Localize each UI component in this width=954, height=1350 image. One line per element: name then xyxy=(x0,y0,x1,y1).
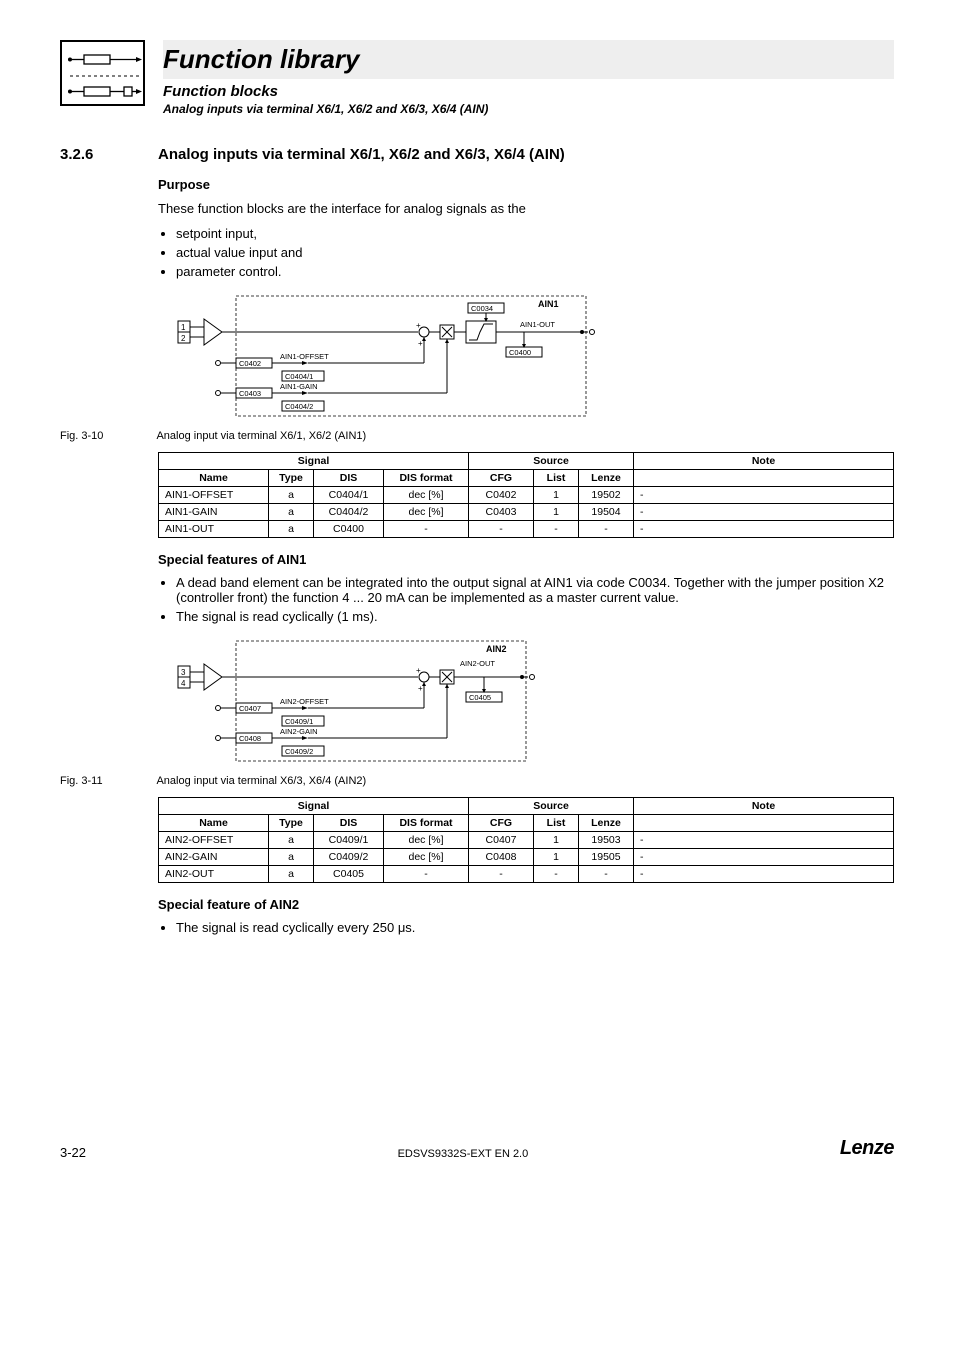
header-icon xyxy=(60,40,145,106)
table-ain2: Signal Source Note Name Type DIS DIS for… xyxy=(158,797,894,883)
brand-logo: Lenze xyxy=(840,1137,894,1160)
page-number: 3-22 xyxy=(60,1145,86,1160)
page-header: Function library Function blocks Analog … xyxy=(60,40,894,116)
svg-text:1: 1 xyxy=(181,323,186,332)
table-row: AIN2-GAINaC0409/2dec [%]C0408119505- xyxy=(159,848,894,865)
page-subtitle-2: Analog inputs via terminal X6/1, X6/2 an… xyxy=(163,102,894,116)
svg-text:C0404/2: C0404/2 xyxy=(285,402,313,411)
list-item: parameter control. xyxy=(176,264,894,279)
svg-text:+: + xyxy=(416,321,421,330)
svg-text:+: + xyxy=(418,684,423,693)
list-item: A dead band element can be integrated in… xyxy=(176,575,894,605)
list-item: setpoint input, xyxy=(176,226,894,241)
svg-text:4: 4 xyxy=(181,679,186,688)
svg-text:C0409/1: C0409/1 xyxy=(285,717,313,726)
svg-text:C0034: C0034 xyxy=(471,304,493,313)
svg-text:C0409/2: C0409/2 xyxy=(285,747,313,756)
svg-text:C0405: C0405 xyxy=(469,693,491,702)
svg-text:3: 3 xyxy=(181,668,186,677)
list-item: actual value input and xyxy=(176,245,894,260)
purpose-heading: Purpose xyxy=(158,177,894,192)
table-row: AIN2-OUTaC0405----- xyxy=(159,865,894,882)
page-footer: 3-22 EDSVS9332S-EXT EN 2.0 Lenze xyxy=(0,1137,954,1190)
svg-text:C0407: C0407 xyxy=(239,704,261,713)
table-ain1: Signal Source Note Name Type DIS DIS for… xyxy=(158,452,894,538)
table-row: AIN1-OUTaC0400----- xyxy=(159,520,894,537)
table-row: AIN1-OFFSETaC0404/1dec [%]C0402119502- xyxy=(159,486,894,503)
special1-heading: Special features of AIN1 xyxy=(158,552,894,567)
figure-caption-2: Fig. 3-11 Analog input via terminal X6/3… xyxy=(60,775,894,787)
section-number: 3.2.6 xyxy=(60,146,118,163)
section-title: Analog inputs via terminal X6/1, X6/2 an… xyxy=(158,146,565,163)
svg-text:AIN1: AIN1 xyxy=(538,299,559,309)
figure-caption-1: Fig. 3-10 Analog input via terminal X6/1… xyxy=(60,430,894,442)
svg-text:+: + xyxy=(416,666,421,675)
svg-text:C0403: C0403 xyxy=(239,389,261,398)
svg-text:AIN2-OUT: AIN2-OUT xyxy=(460,659,495,668)
page-subtitle-1: Function blocks xyxy=(163,83,894,100)
svg-text:AIN2-GAIN: AIN2-GAIN xyxy=(280,727,318,736)
purpose-intro: These function blocks are the interface … xyxy=(158,200,894,218)
svg-text:C0400: C0400 xyxy=(509,348,531,357)
svg-text:C0402: C0402 xyxy=(239,359,261,368)
document-id: EDSVS9332S-EXT EN 2.0 xyxy=(86,1148,840,1160)
table-row: AIN1-GAINaC0404/2dec [%]C0403119504- xyxy=(159,503,894,520)
table-row: AIN2-OFFSETaC0409/1dec [%]C0407119503- xyxy=(159,831,894,848)
diagram-ain2: 3 4 C0407 C0408 AIN2-OFFSET C0409/1 xyxy=(158,636,894,769)
svg-text:C0404/1: C0404/1 xyxy=(285,372,313,381)
svg-text:AIN2: AIN2 xyxy=(486,644,507,654)
section-header: 3.2.6 Analog inputs via terminal X6/1, X… xyxy=(60,146,894,163)
svg-text:AIN1-OFFSET: AIN1-OFFSET xyxy=(280,352,329,361)
svg-text:+: + xyxy=(418,339,423,348)
svg-text:AIN1-OUT: AIN1-OUT xyxy=(520,320,555,329)
svg-text:C0408: C0408 xyxy=(239,734,261,743)
special2-heading: Special feature of AIN2 xyxy=(158,897,894,912)
page-title: Function library xyxy=(163,40,894,79)
svg-text:AIN2-OFFSET: AIN2-OFFSET xyxy=(280,697,329,706)
list-item: The signal is read cyclically every 250 … xyxy=(176,920,894,935)
purpose-bullets: setpoint input, actual value input and p… xyxy=(158,226,894,279)
special1-bullets: A dead band element can be integrated in… xyxy=(158,575,894,624)
diagram-ain1: 1 2 C0402 C0403 AIN1-OFFSET xyxy=(158,291,894,424)
list-item: The signal is read cyclically (1 ms). xyxy=(176,609,894,624)
svg-text:AIN1-GAIN: AIN1-GAIN xyxy=(280,382,318,391)
svg-text:2: 2 xyxy=(181,334,186,343)
special2-bullets: The signal is read cyclically every 250 … xyxy=(158,920,894,935)
